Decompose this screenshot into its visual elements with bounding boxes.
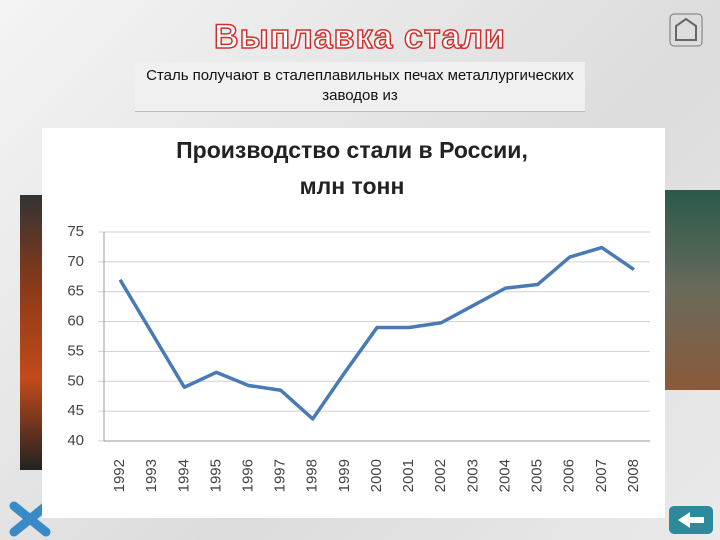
- photo-right: [665, 190, 720, 390]
- x-tick-label: 1998: [304, 459, 321, 492]
- x-tick-label: 2006: [561, 459, 578, 492]
- home-icon[interactable]: [668, 12, 704, 48]
- y-tick-label: 45: [67, 402, 84, 419]
- x-tick-label: 2007: [593, 459, 610, 492]
- x-tick-label: 1996: [239, 459, 256, 492]
- y-tick-label: 70: [67, 253, 84, 270]
- y-tick-label: 50: [67, 372, 84, 389]
- chart-title: Производство стали в России,: [176, 137, 528, 163]
- chart: Производство стали в России, млн тонн 40…: [42, 128, 665, 518]
- x-tick-label: 1992: [111, 459, 128, 492]
- x-tick-label: 1997: [272, 459, 289, 492]
- y-tick-label: 75: [67, 223, 84, 240]
- x-tick-label: 1993: [143, 459, 160, 492]
- y-tick-label: 40: [67, 432, 84, 449]
- x-tick-label: 2003: [464, 459, 481, 492]
- x-tick-label: 2004: [496, 459, 513, 492]
- photo-left: [20, 195, 45, 470]
- chart-title: млн тонн: [300, 173, 405, 199]
- x-tick-label: 2008: [625, 459, 642, 492]
- x-tick-label: 1994: [175, 459, 192, 492]
- y-tick-label: 65: [67, 283, 84, 300]
- x-tick-label: 2001: [400, 459, 417, 492]
- slide-text: Сталь получают в сталеплавильных печах м…: [135, 62, 585, 112]
- x-tick-label: 1999: [336, 459, 353, 492]
- data-line: [118, 245, 635, 421]
- slide-heading: Выплавка стали: [213, 17, 506, 57]
- x-tick-label: 2002: [432, 459, 449, 492]
- back-icon[interactable]: [668, 505, 714, 535]
- x-tick-label: 2005: [529, 459, 546, 492]
- x-tick-label: 1995: [207, 459, 224, 492]
- y-tick-label: 60: [67, 313, 84, 330]
- y-tick-label: 55: [67, 342, 84, 359]
- x-tick-label: 2000: [368, 459, 385, 492]
